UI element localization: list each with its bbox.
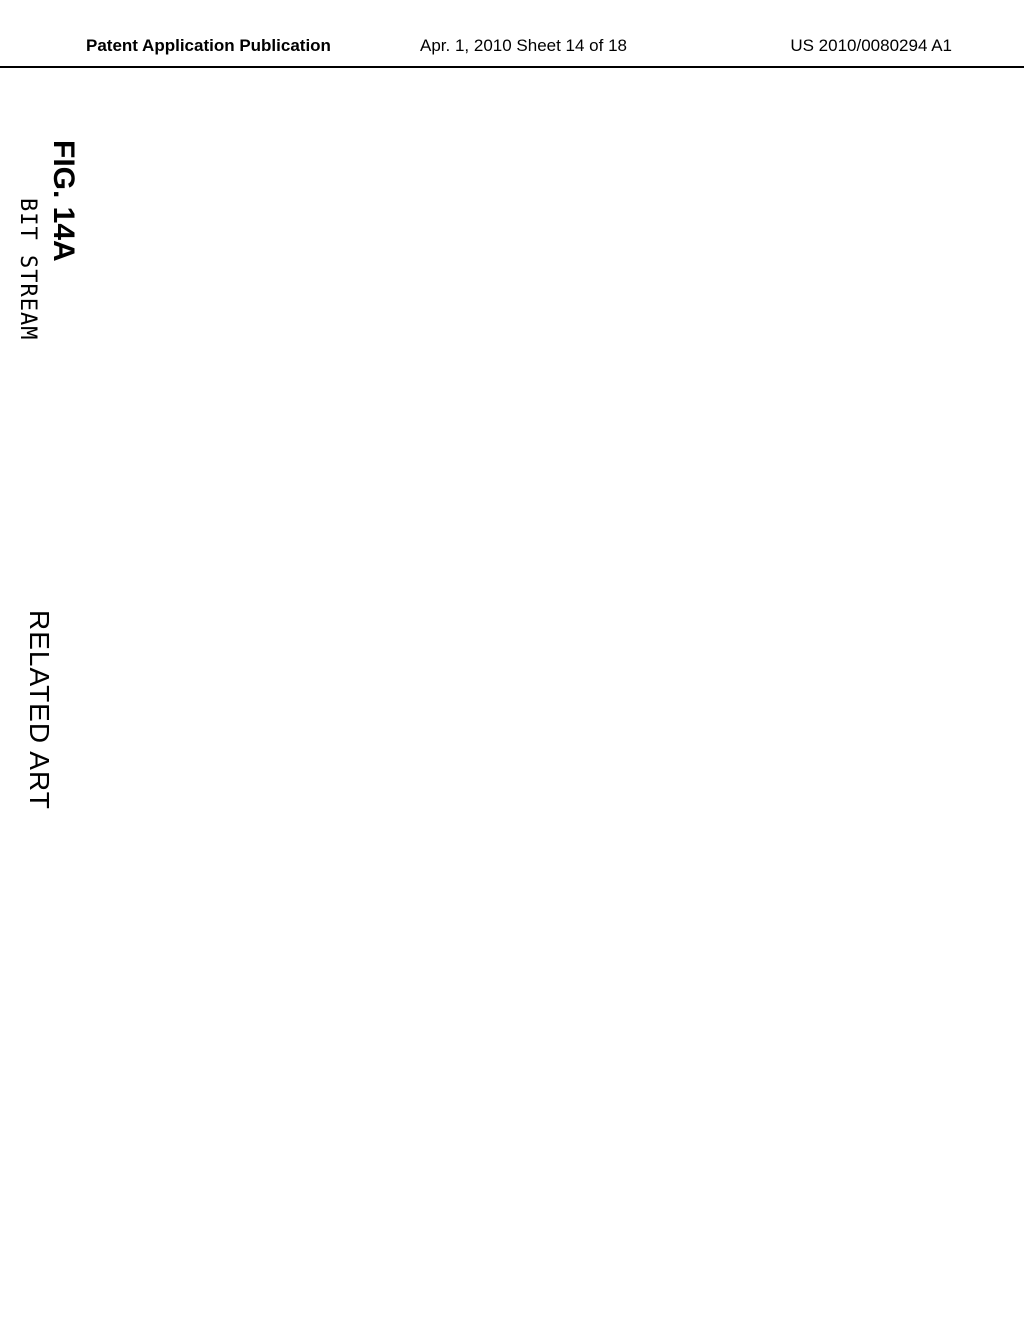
connector-lines bbox=[0, 140, 80, 1180]
header-left: Patent Application Publication bbox=[86, 36, 331, 56]
header-center: Apr. 1, 2010 Sheet 14 of 18 bbox=[420, 36, 627, 56]
diagram-rotated-container: FIG. 14A BIT STREAM RELATED ART I0B1B2P3… bbox=[0, 140, 80, 1180]
header-right: US 2010/0080294 A1 bbox=[790, 36, 952, 56]
page-header: Patent Application Publication Apr. 1, 2… bbox=[0, 36, 1024, 68]
